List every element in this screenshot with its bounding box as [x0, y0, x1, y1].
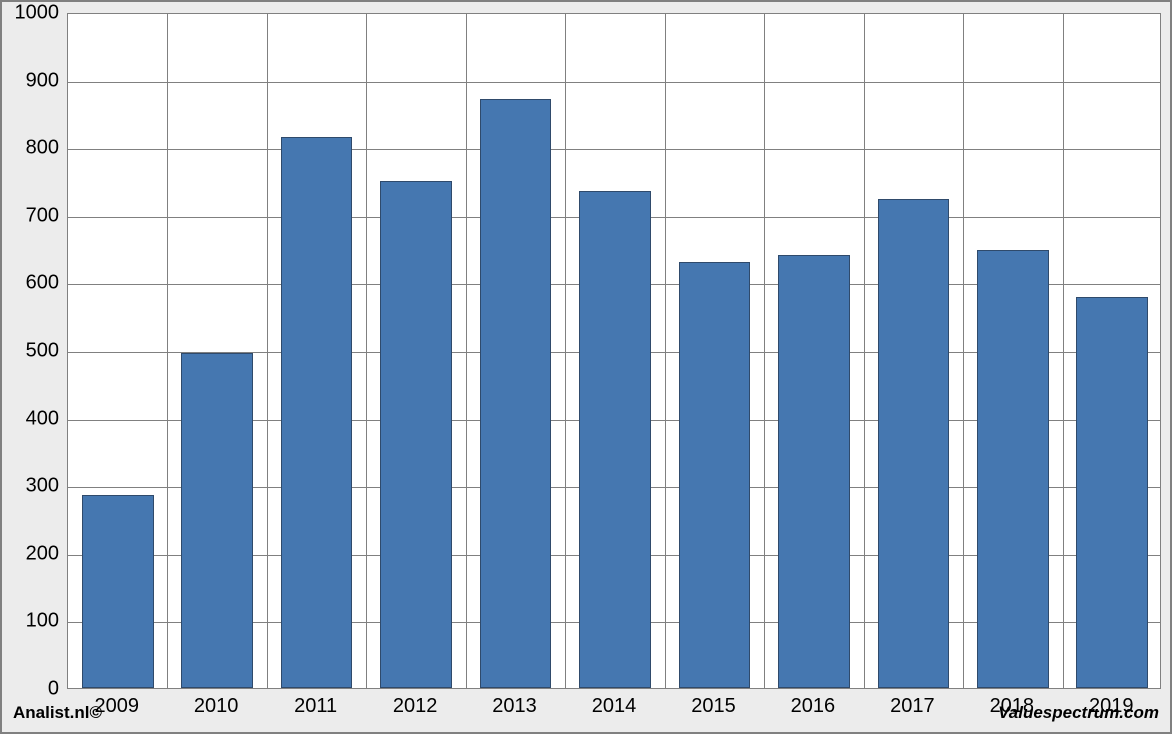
grid-line-h — [68, 82, 1160, 83]
grid-line-v — [665, 14, 666, 688]
y-tick-label: 700 — [7, 204, 59, 227]
bar — [281, 137, 353, 688]
x-tick-label: 2017 — [890, 695, 935, 718]
y-tick-label: 0 — [7, 678, 59, 701]
chart-frame: 01002003004005006007008009001000 2009201… — [0, 0, 1172, 734]
grid-line-h — [68, 149, 1160, 150]
grid-line-v — [565, 14, 566, 688]
x-tick-label: 2016 — [791, 695, 836, 718]
plot-area — [67, 13, 1161, 689]
x-tick-label: 2010 — [194, 695, 239, 718]
bar — [1076, 297, 1148, 688]
grid-line-v — [963, 14, 964, 688]
y-tick-label: 1000 — [7, 2, 59, 25]
x-tick-label: 2014 — [592, 695, 637, 718]
y-tick-label: 600 — [7, 272, 59, 295]
bar — [480, 99, 552, 688]
y-tick-label: 900 — [7, 69, 59, 92]
footer-left: Analist.nl© — [13, 703, 102, 723]
chart-wrap: 01002003004005006007008009001000 2009201… — [7, 7, 1165, 727]
grid-line-v — [864, 14, 865, 688]
bar — [878, 199, 950, 688]
grid-line-v — [167, 14, 168, 688]
x-tick-label: 2012 — [393, 695, 438, 718]
x-tick-label: 2011 — [294, 695, 337, 718]
grid-line-v — [764, 14, 765, 688]
y-tick-label: 500 — [7, 340, 59, 363]
bar — [181, 353, 253, 688]
y-tick-label: 300 — [7, 475, 59, 498]
x-tick-label: 2013 — [492, 695, 537, 718]
bar — [380, 181, 452, 688]
bar — [82, 495, 154, 688]
y-tick-label: 200 — [7, 542, 59, 565]
grid-line-v — [267, 14, 268, 688]
y-tick-label: 800 — [7, 137, 59, 160]
y-tick-label: 400 — [7, 407, 59, 430]
bar — [977, 250, 1049, 688]
y-tick-label: 100 — [7, 610, 59, 633]
bar — [579, 191, 651, 688]
bar — [778, 255, 850, 688]
x-tick-label: 2015 — [691, 695, 736, 718]
footer-right: Valuespectrum.com — [998, 703, 1159, 723]
grid-line-v — [1063, 14, 1064, 688]
grid-line-v — [366, 14, 367, 688]
grid-line-v — [466, 14, 467, 688]
bar — [679, 262, 751, 688]
